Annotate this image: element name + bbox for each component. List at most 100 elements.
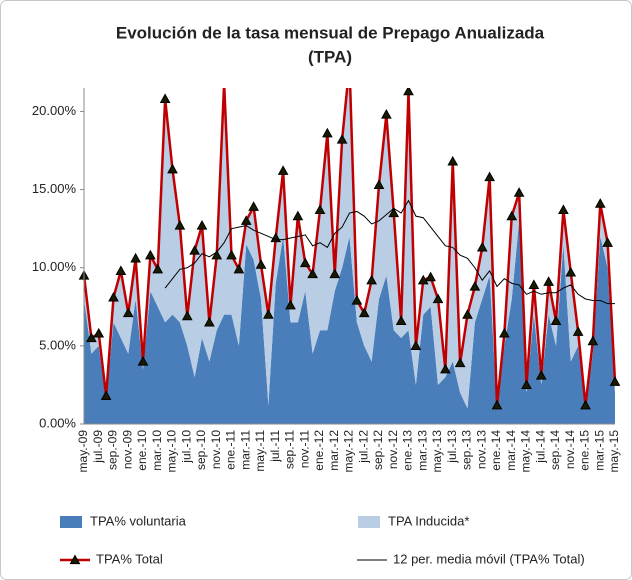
x-tick-label: may.-15 bbox=[607, 430, 621, 473]
marker bbox=[499, 327, 510, 338]
x-tick-label: ene.-12 bbox=[312, 430, 326, 471]
marker bbox=[292, 210, 304, 221]
x-tick-label: jul.-11 bbox=[268, 430, 282, 463]
area bbox=[84, 88, 615, 409]
legend-label: TPA% voluntaria bbox=[90, 513, 187, 528]
marker bbox=[314, 204, 326, 214]
marker bbox=[543, 276, 554, 286]
marker bbox=[535, 370, 547, 380]
legend-swatch bbox=[60, 516, 82, 528]
marker bbox=[93, 327, 105, 338]
x-tick-label: mar.-13 bbox=[415, 430, 429, 471]
marker bbox=[174, 219, 186, 230]
x-tick-label: may.-13 bbox=[430, 430, 444, 473]
marker bbox=[358, 307, 370, 318]
y-tick-label: 10.00% bbox=[32, 259, 77, 274]
x-tick-label: nov.-13 bbox=[474, 430, 488, 469]
x-tick-label: mar.-14 bbox=[504, 430, 518, 471]
marker bbox=[86, 332, 97, 343]
marker bbox=[506, 210, 518, 221]
chart-title: (TPA) bbox=[308, 47, 352, 66]
marker bbox=[248, 201, 259, 211]
marker bbox=[528, 279, 540, 290]
marker bbox=[417, 274, 429, 285]
x-tick-label: jul.-14 bbox=[533, 430, 547, 464]
marker bbox=[145, 249, 156, 260]
x-tick-label: jul.-09 bbox=[91, 430, 105, 464]
y-tick-label: 0.00% bbox=[39, 415, 76, 430]
marker bbox=[484, 171, 495, 182]
marker bbox=[491, 399, 503, 410]
marker bbox=[277, 165, 289, 175]
marker bbox=[307, 268, 318, 279]
marker bbox=[322, 127, 333, 138]
x-tick-label: sep.-14 bbox=[548, 430, 562, 470]
area bbox=[84, 220, 615, 424]
marker bbox=[159, 93, 171, 104]
marker bbox=[381, 109, 392, 119]
legend-swatch bbox=[358, 516, 380, 528]
marker bbox=[181, 310, 193, 321]
marker bbox=[513, 187, 525, 197]
marker bbox=[572, 326, 584, 336]
marker bbox=[196, 219, 208, 230]
x-tick-label: ene.-11 bbox=[224, 430, 238, 470]
marker bbox=[329, 268, 341, 279]
marker bbox=[447, 155, 459, 166]
marker bbox=[410, 340, 422, 350]
y-tick-label: 5.00% bbox=[39, 337, 76, 352]
marker bbox=[425, 271, 436, 282]
x-tick-label: sep.-09 bbox=[106, 430, 120, 470]
chart-title: Evolución de la tasa mensual de Prepago … bbox=[116, 23, 545, 42]
marker bbox=[558, 204, 569, 214]
marker bbox=[432, 293, 444, 304]
marker bbox=[189, 245, 200, 255]
marker bbox=[565, 266, 577, 277]
marker bbox=[440, 363, 451, 374]
marker bbox=[388, 207, 400, 218]
x-tick-label: jul.-12 bbox=[356, 430, 370, 464]
marker bbox=[115, 265, 127, 275]
x-tick-label: may.-12 bbox=[342, 430, 356, 473]
marker bbox=[285, 299, 296, 310]
x-tick-label: mar.-11 bbox=[238, 430, 252, 470]
marker bbox=[395, 315, 407, 325]
x-tick-label: may.-14 bbox=[519, 430, 533, 473]
marker bbox=[233, 263, 245, 274]
x-tick-label: mar.-10 bbox=[150, 430, 164, 471]
legend-label: TPA% Total bbox=[96, 551, 163, 566]
marker bbox=[521, 379, 532, 390]
marker bbox=[550, 315, 562, 325]
x-tick-label: nov.-14 bbox=[563, 430, 577, 469]
marker bbox=[167, 163, 178, 174]
y-tick-label: 20.00% bbox=[32, 103, 77, 118]
x-tick-label: nov.-12 bbox=[386, 430, 400, 469]
marker bbox=[366, 274, 377, 285]
x-tick-label: jul.-13 bbox=[445, 430, 459, 464]
x-tick-label: may.-10 bbox=[165, 430, 179, 473]
marker bbox=[602, 237, 613, 247]
x-tick-label: nov.-11 bbox=[297, 430, 311, 469]
marker bbox=[476, 241, 488, 252]
x-tick-label: sep.-10 bbox=[194, 430, 208, 470]
legend-label: 12 per. media móvil (TPA% Total) bbox=[393, 551, 585, 566]
marker bbox=[240, 215, 252, 225]
x-tick-label: ene.-10 bbox=[135, 430, 149, 471]
marker bbox=[204, 316, 215, 327]
marker bbox=[580, 399, 591, 410]
legend-marker bbox=[69, 554, 81, 565]
marker bbox=[454, 357, 466, 368]
marker bbox=[226, 249, 237, 260]
x-tick-label: mar.-12 bbox=[327, 430, 341, 471]
x-tick-label: jul.-10 bbox=[179, 430, 193, 464]
marker bbox=[137, 355, 149, 366]
x-tick-label: may.-11 bbox=[253, 430, 267, 472]
marker bbox=[299, 257, 311, 268]
x-tick-label: ene.-15 bbox=[578, 430, 592, 471]
marker bbox=[469, 280, 481, 291]
marker bbox=[336, 134, 348, 144]
marker bbox=[462, 309, 473, 319]
x-tick-label: sep.-13 bbox=[460, 430, 474, 470]
x-tick-label: mar.-15 bbox=[592, 430, 606, 471]
